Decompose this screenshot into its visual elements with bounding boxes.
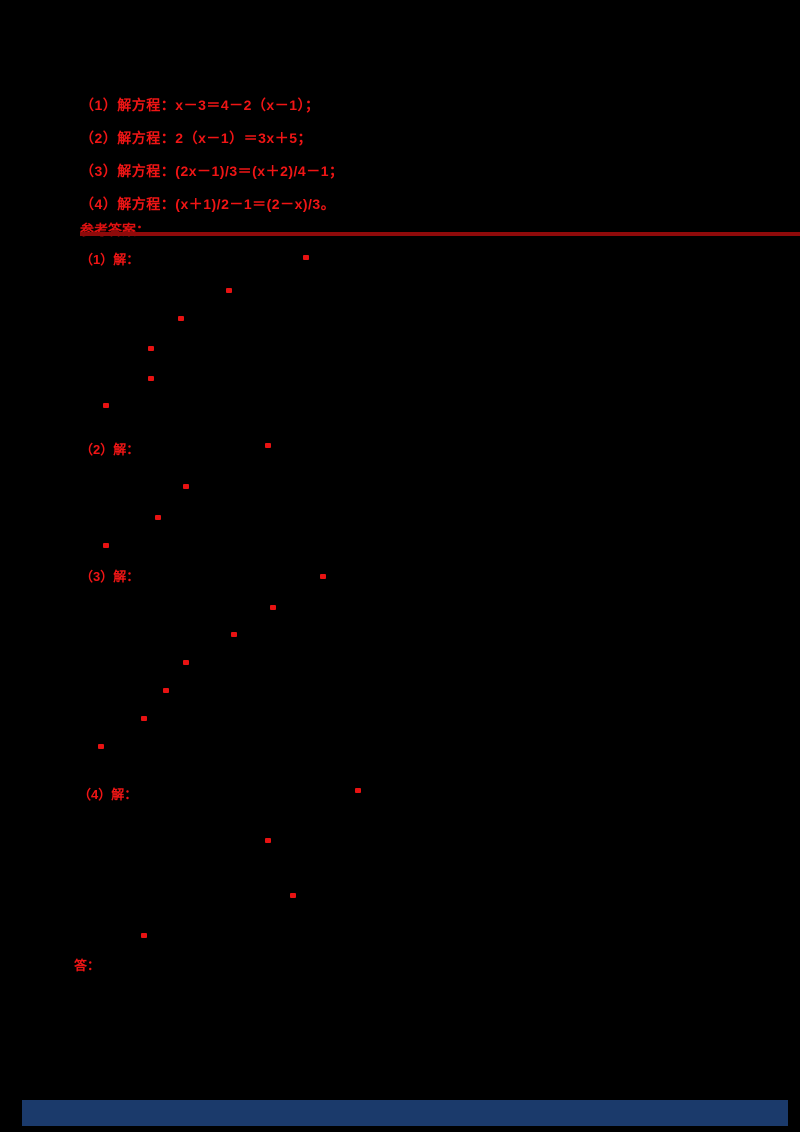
- red-mark: [355, 788, 361, 793]
- problem-line-4: （4）解方程：(x＋1)/2－1＝(2－x)/3。: [80, 196, 336, 212]
- problem-line-1: （1）解方程：x－3＝4－2（x－1）；: [80, 97, 320, 113]
- red-mark: [148, 346, 154, 351]
- red-mark: [320, 574, 326, 579]
- red-mark: [155, 515, 161, 520]
- red-mark: [141, 716, 147, 721]
- red-mark: [163, 688, 169, 693]
- section-label-4: （4）解：: [78, 787, 138, 802]
- red-mark: [178, 316, 184, 321]
- section-label-1: （1）解：: [80, 252, 140, 267]
- final-note: 答：: [74, 958, 101, 973]
- section-label-3: （3）解：: [80, 569, 140, 584]
- red-mark: [98, 744, 104, 749]
- red-mark: [265, 838, 271, 843]
- red-mark: [265, 443, 271, 448]
- red-mark: [290, 893, 296, 898]
- red-mark: [270, 605, 276, 610]
- section-label-2: （2）解：: [80, 442, 140, 457]
- red-mark: [148, 376, 154, 381]
- red-mark: [103, 543, 109, 548]
- red-mark: [141, 933, 147, 938]
- divider-rule: [80, 232, 800, 236]
- red-mark: [183, 660, 189, 665]
- red-mark: [103, 403, 109, 408]
- red-mark: [303, 255, 309, 260]
- answers-header: 参考答案：: [80, 222, 150, 238]
- red-mark: [183, 484, 189, 489]
- problem-line-2: （2）解方程：2（x－1）＝3x＋5；: [80, 130, 313, 146]
- problem-line-3: （3）解方程：(2x－1)/3＝(x＋2)/4－1；: [80, 163, 344, 179]
- red-mark: [231, 632, 237, 637]
- red-mark: [226, 288, 232, 293]
- footer-bar: [22, 1100, 788, 1126]
